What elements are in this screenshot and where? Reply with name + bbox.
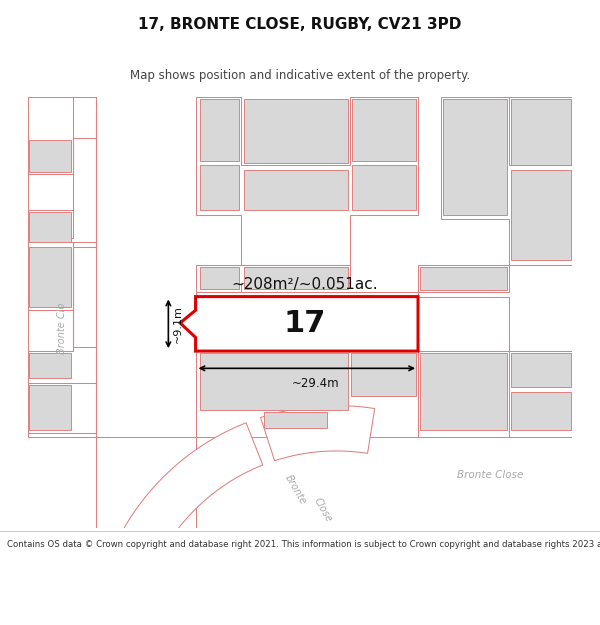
Text: Close: Close [312,496,334,524]
Text: Bronte Clo: Bronte Clo [57,302,67,354]
Polygon shape [441,97,572,265]
Text: ~29.4m: ~29.4m [292,378,340,391]
Polygon shape [418,265,509,292]
Polygon shape [200,99,239,161]
Polygon shape [29,247,71,307]
Text: Bronte Close: Bronte Close [457,471,524,481]
Text: ~208m²/~0.051ac.: ~208m²/~0.051ac. [231,278,378,292]
Text: 17, BRONTE CLOSE, RUGBY, CV21 3PD: 17, BRONTE CLOSE, RUGBY, CV21 3PD [139,17,461,32]
Text: ~9.1m: ~9.1m [173,305,183,343]
Polygon shape [180,297,418,351]
Polygon shape [244,169,348,211]
Polygon shape [196,292,418,310]
Text: Map shows position and indicative extent of the property.: Map shows position and indicative extent… [130,69,470,82]
Polygon shape [509,351,572,438]
Polygon shape [511,392,571,430]
Polygon shape [511,353,571,388]
Polygon shape [443,99,507,215]
Text: Contains OS data © Crown copyright and database right 2021. This information is : Contains OS data © Crown copyright and d… [7,540,600,549]
Polygon shape [509,97,572,165]
Text: Bronte: Bronte [283,473,308,507]
Polygon shape [200,165,239,211]
Polygon shape [99,422,263,601]
Polygon shape [96,438,196,528]
Polygon shape [418,297,509,351]
Polygon shape [196,97,418,265]
Polygon shape [29,212,71,242]
Polygon shape [351,353,416,396]
Polygon shape [29,384,71,430]
Text: 17: 17 [283,309,326,338]
Polygon shape [352,99,416,161]
Polygon shape [420,267,507,290]
Polygon shape [263,412,327,428]
Polygon shape [28,97,96,238]
Polygon shape [244,267,348,289]
Polygon shape [511,99,571,165]
Polygon shape [511,169,571,260]
Polygon shape [260,406,374,461]
Polygon shape [418,351,509,438]
Polygon shape [29,353,71,378]
Polygon shape [244,99,348,163]
Polygon shape [196,351,418,438]
Polygon shape [28,97,96,437]
Polygon shape [200,353,348,410]
Polygon shape [352,165,416,211]
Polygon shape [200,267,239,289]
Polygon shape [420,353,507,430]
Polygon shape [196,265,350,292]
Polygon shape [29,139,71,172]
